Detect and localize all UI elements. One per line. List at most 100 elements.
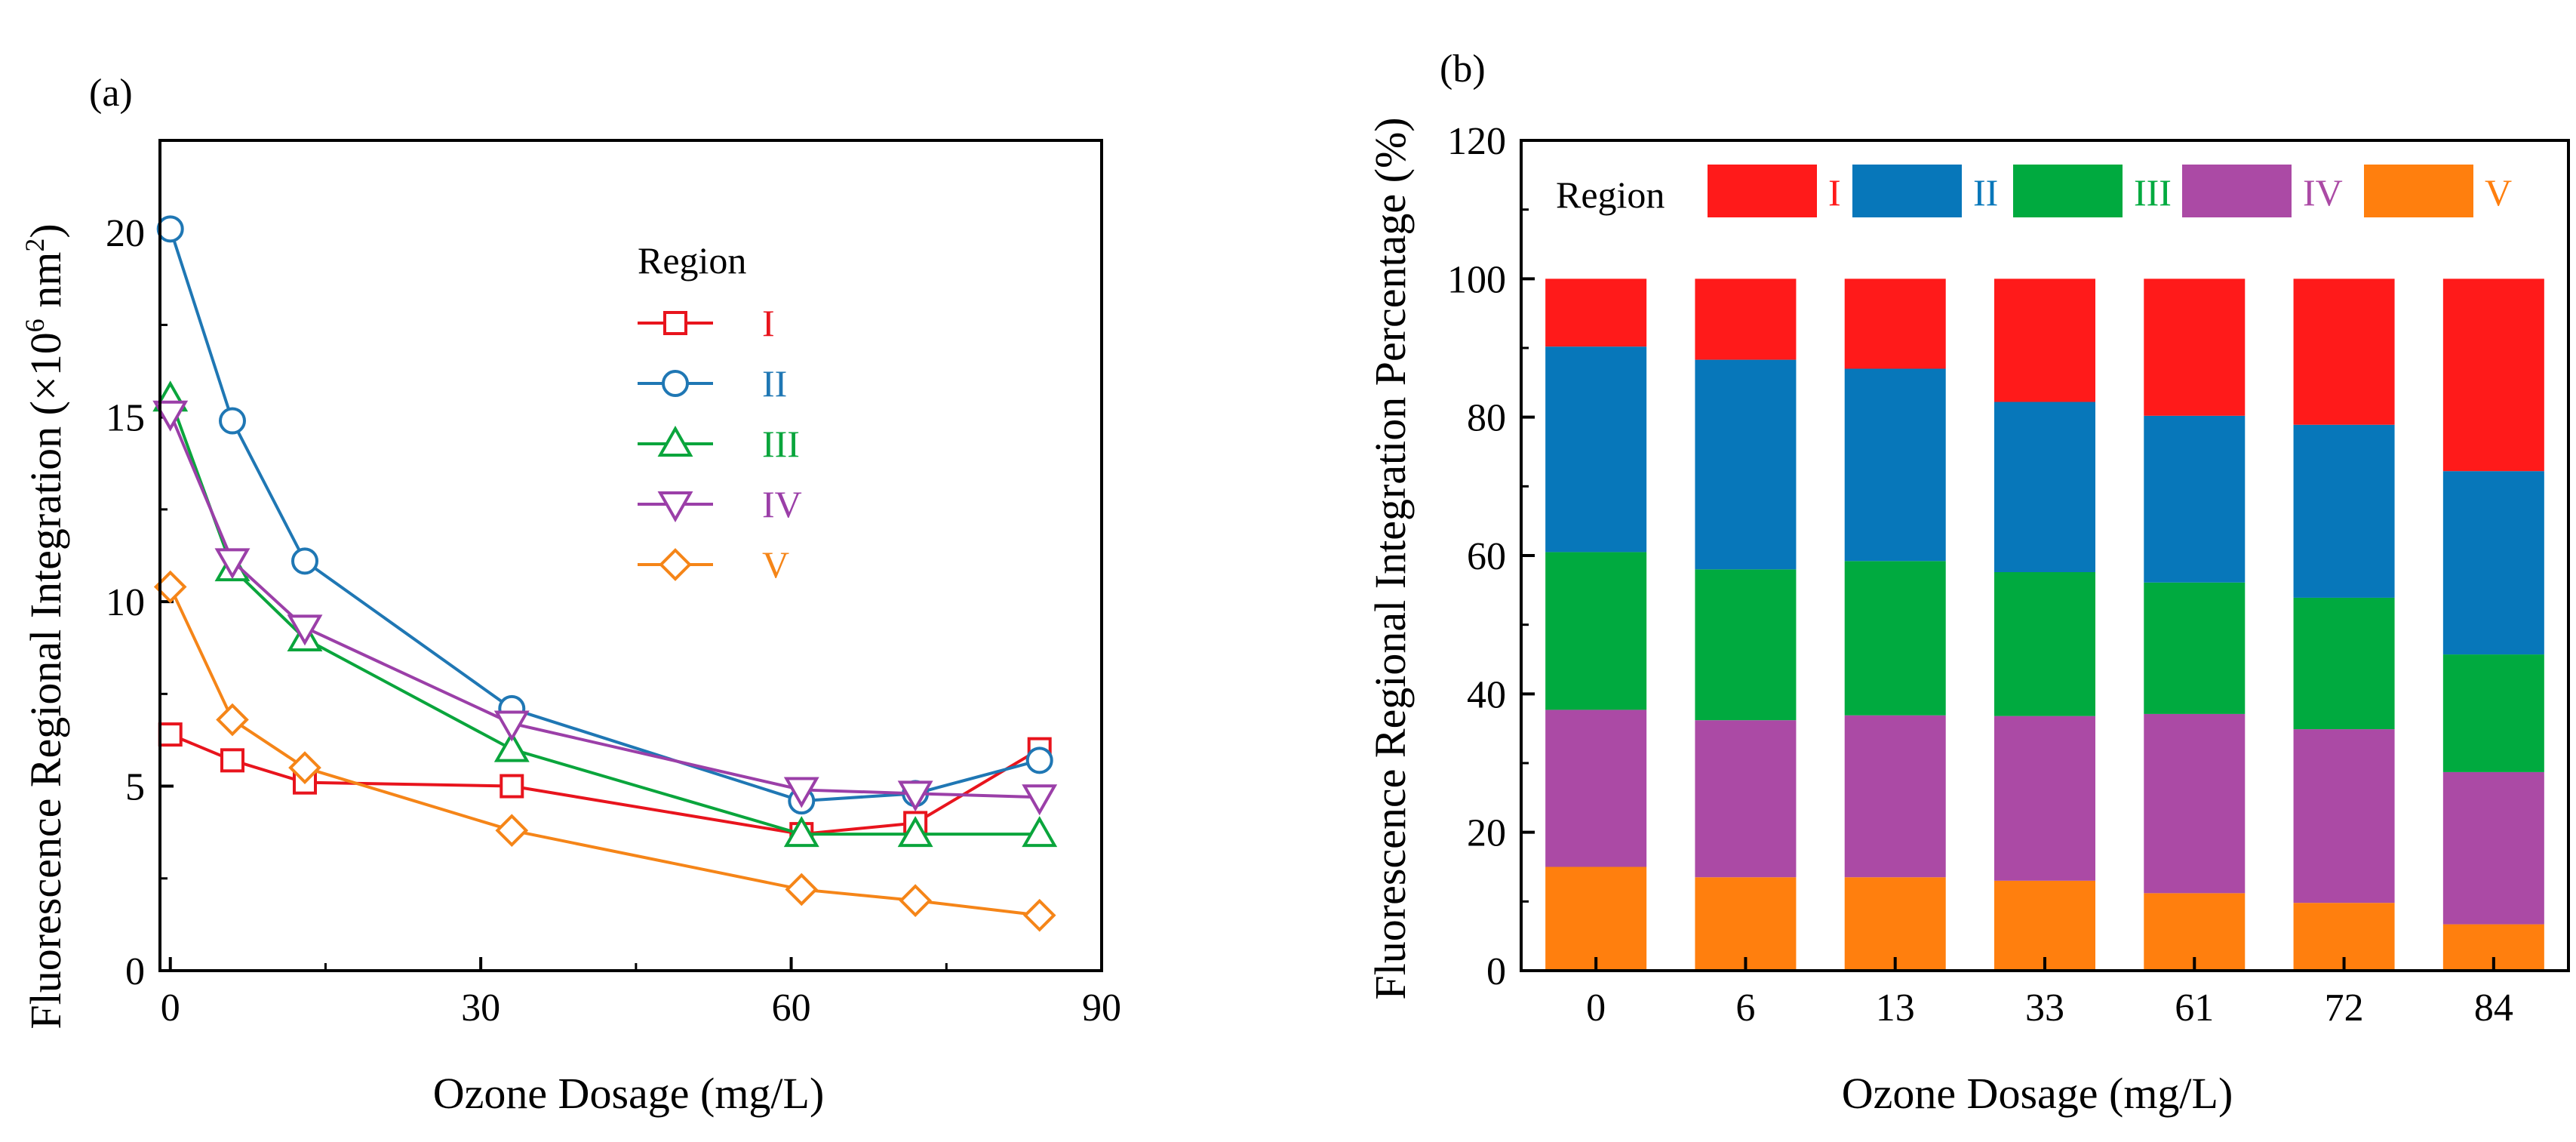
panel-b-stacked-bar-chart: (b) Ozone Dosage (mg/L) Fluorescence Reg… (1366, 48, 2570, 1118)
series-ii-point (156, 215, 184, 243)
series-iv-point (897, 780, 933, 812)
panel-b-y-tick-label: 60 (1467, 535, 1506, 578)
bar-segment-region-v (1545, 867, 1647, 971)
panel-a-y-tick-label: 20 (106, 212, 145, 255)
panel-a-y-tick-label: 15 (106, 397, 145, 440)
bar-segment-region-iii (1994, 572, 2095, 716)
series-i-point (158, 722, 183, 747)
panel-a-axis-ticks: 0 30 60 90 0 5 10 15 20 (106, 212, 1121, 1030)
series-iii-point (897, 816, 933, 848)
bar-segment-region-ii (1695, 359, 1797, 570)
bar-segment-region-v (1695, 877, 1797, 971)
panel-b-legend-title: Region (1556, 174, 1665, 216)
series-ii-point (219, 407, 246, 435)
series-iii-point (783, 816, 819, 848)
legend-v-label: V (2485, 171, 2512, 214)
series-v-point (899, 884, 932, 917)
legend-v-marker (659, 548, 692, 581)
legend-i-swatch (1708, 165, 1817, 217)
panel-b-y-tick-label: 40 (1467, 673, 1506, 716)
legend-ii-label: II (762, 362, 787, 405)
series-iii-point (493, 731, 530, 762)
bar-segment-region-ii (1844, 368, 1946, 562)
series-v-point (1022, 898, 1056, 932)
series-iv-point (214, 548, 251, 580)
series-iii-point (1022, 816, 1058, 848)
panel-b-x-tick-label: 0 (1586, 987, 1606, 1030)
legend-ii-marker (662, 370, 689, 397)
bar-segment-region-iv (2442, 771, 2544, 925)
series-iv-point (1022, 784, 1058, 816)
bar-segment-region-iv (1545, 710, 1647, 867)
bar-segment-region-i (1695, 279, 1797, 360)
panel-b-x-tick-label: 33 (2025, 987, 2064, 1030)
panel-b-x-axis-title: Ozone Dosage (mg/L) (1842, 1069, 2233, 1118)
bar-segment-region-i (1994, 279, 2095, 402)
bar-segment-region-ii (2144, 415, 2246, 583)
panel-b-y-tick-label: 80 (1467, 397, 1506, 440)
legend-i-label: I (762, 302, 775, 344)
legend-iv-label: IV (2303, 171, 2343, 214)
panel-a-x-axis-title: Ozone Dosage (mg/L) (433, 1069, 825, 1118)
panel-a-label: (a) (89, 72, 133, 115)
legend-v-label: V (762, 543, 789, 586)
panel-b-y-tick-label: 120 (1447, 120, 1506, 163)
bar-segment-region-iii (1545, 552, 1647, 710)
bar-segment-region-v (1994, 880, 2095, 971)
panel-b-label: (b) (1440, 48, 1486, 91)
series-ii-point (291, 547, 318, 575)
bar-segment-region-ii (1545, 346, 1647, 553)
legend-iii-swatch (2013, 165, 2123, 217)
series-v-point (495, 814, 529, 848)
legend-iv-marker (657, 491, 693, 523)
panel-a-x-tick-label: 60 (772, 987, 811, 1030)
panel-a-y-axis-title: Fluorescence Regional Integration (×106 … (20, 223, 70, 1029)
bar-segment-region-iv (1994, 716, 2095, 881)
panel-b-y-axis-title: Fluorescence Regional Integration Percen… (1366, 117, 1415, 999)
bar-segment-region-iii (1695, 569, 1797, 721)
bar-segment-region-v (1844, 877, 1946, 971)
panel-a-x-tick-label: 0 (161, 987, 180, 1030)
legend-v-swatch (2364, 165, 2473, 217)
bar-segment-region-iii (1844, 561, 1946, 716)
panel-b-plot-frame (1520, 139, 2570, 972)
series-ii-point (1025, 746, 1053, 774)
bar-segment-region-iv (1695, 720, 1797, 878)
series-iv-point (783, 777, 819, 808)
series-iv-point (152, 400, 189, 432)
panel-a-y-tick-label: 5 (125, 766, 145, 809)
panel-a-legend-title: Region (638, 239, 746, 282)
legend-iii-marker (657, 425, 693, 457)
series-i-point (220, 748, 244, 773)
legend-ii-swatch (1852, 165, 1962, 217)
panel-a-y-tick-label: 0 (125, 950, 145, 993)
panel-b-axis-ticks: 0 20 40 60 80 100 120 0 6 13 33 61 72 84 (1447, 120, 2513, 1030)
panel-b-y-tick-label: 20 (1467, 812, 1506, 855)
panel-b-x-tick-label: 6 (1735, 987, 1755, 1030)
panel-b-x-tick-label: 13 (1876, 987, 1915, 1030)
panel-a-line-chart: (a) Ozone Dosage (mg/L) Fluorescence Reg… (20, 72, 1121, 1118)
legend-i-marker (663, 311, 687, 335)
legend-iv-swatch (2182, 165, 2292, 217)
bar-segment-region-i (2144, 279, 2246, 416)
panel-b-y-tick-label: 100 (1447, 258, 1506, 301)
bar-segment-region-i (2442, 279, 2544, 472)
panel-b-x-tick-label: 84 (2474, 987, 2513, 1030)
panel-a-y-tick-label: 10 (106, 581, 145, 624)
bar-segment-region-iv (2144, 713, 2246, 894)
panel-a-series (152, 215, 1058, 932)
panel-b-x-tick-label: 72 (2325, 987, 2364, 1030)
legend-iii-label: III (762, 423, 800, 465)
panel-a-x-tick-label: 90 (1082, 987, 1121, 1030)
panel-b-bars (1545, 279, 2544, 971)
legend-i-label: I (1828, 171, 1841, 214)
panel-a-plot-frame (158, 139, 1103, 972)
series-v-point (785, 873, 819, 907)
bar-segment-region-i (1545, 279, 1647, 347)
bar-segment-region-iii (2442, 654, 2544, 772)
bar-segment-region-ii (1994, 402, 2095, 572)
bar-segment-region-i (2293, 279, 2395, 425)
series-iv-point (287, 614, 323, 646)
panel-b-legend: Region I II III IV V (1556, 165, 2512, 217)
